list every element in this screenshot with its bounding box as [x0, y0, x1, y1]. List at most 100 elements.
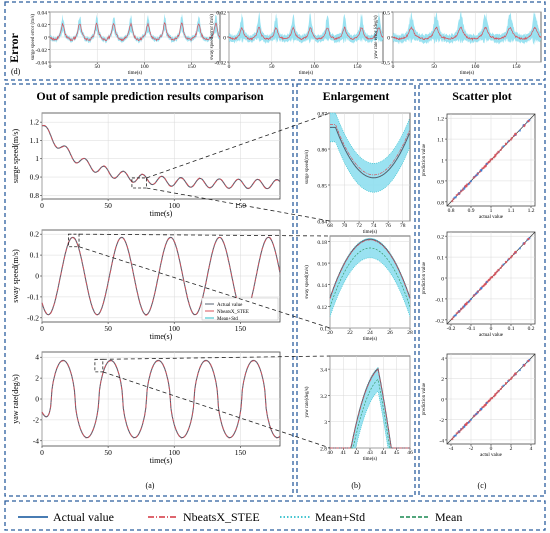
y-tick-label: 0.12 — [317, 305, 327, 311]
scatter-point — [468, 420, 471, 423]
y-tick-label: -0.2 — [27, 313, 39, 322]
x-tick-label: 4 — [530, 446, 533, 452]
scatter-point — [475, 292, 478, 295]
x-tick-label: 42 — [354, 450, 360, 456]
scatter-point — [463, 305, 466, 308]
scatter-point — [510, 255, 513, 258]
x-axis-label: actul value — [480, 453, 503, 458]
prediction-line — [330, 124, 410, 176]
scatter-point — [480, 407, 483, 410]
x-tick-label: 74 — [371, 223, 377, 229]
inner-legend-label: Mean+Std — [217, 317, 238, 322]
y-tick-label: 0 — [223, 36, 226, 42]
y-tick-label: -4 — [439, 438, 444, 444]
error-series-line — [49, 21, 221, 42]
y-tick-label: 3 — [324, 420, 327, 426]
enlargement-title: Enlargement — [323, 89, 390, 103]
x-tick-label: 1.2 — [528, 208, 535, 214]
x-tick-label: 100 — [310, 64, 319, 70]
y-tick-label: 0.02 — [216, 11, 226, 17]
scatter-point — [480, 286, 483, 290]
scatter-point — [485, 401, 488, 405]
x-axis-label: time(s) — [363, 230, 377, 235]
x-tick-label: 100 — [140, 64, 149, 70]
scatter-point — [494, 394, 497, 397]
scatter-point — [478, 170, 482, 173]
scatter-point — [485, 162, 488, 166]
x-tick-label: 22 — [347, 330, 353, 336]
scatter-yaw-plot: -4 -2 0 2 4 -4 -2 0 2 4 actul value prediction valu… — [422, 353, 536, 458]
x-tick-label: 150 — [188, 64, 197, 70]
scatter-point — [469, 418, 473, 421]
scatter-point — [472, 176, 475, 179]
scatter-point — [497, 150, 500, 153]
x-tick-label: 0.9 — [468, 208, 475, 214]
y-tick-label: -0.04 — [36, 61, 48, 67]
x-tick-label: 0 — [490, 446, 493, 452]
scatter-point — [455, 312, 458, 315]
scatter-point — [508, 139, 511, 142]
scatter-point — [527, 119, 530, 123]
scatter-point — [476, 290, 479, 294]
std-band — [330, 367, 410, 448]
x-tick-label: 50 — [104, 448, 112, 457]
panel-tag-b: (b) — [351, 481, 361, 490]
scatter-point — [478, 409, 482, 412]
x-axis-label: time(s) — [150, 332, 173, 341]
y-tick-label: 0.1 — [30, 251, 40, 260]
x-tick-label: 0 — [490, 326, 493, 332]
x-axis-label: time(s) — [150, 456, 173, 465]
x-axis-label: time(s) — [299, 71, 313, 76]
y-tick-label: 0 — [44, 36, 47, 42]
scatter-sway-plot: -0.2 -0.1 0 0.1 0.2 -0.2 -0.1 0 0.1 0.2 actual val… — [422, 231, 536, 338]
y-tick-label: -0.2 — [435, 318, 444, 324]
legend-label: Mean — [435, 510, 462, 524]
y-axis-label: prediction value — [422, 143, 427, 176]
x-tick-label: 50 — [104, 324, 112, 333]
x-tick-label: 2 — [510, 446, 513, 452]
y-axis-label: yaw rate error (deg/s) — [374, 15, 379, 59]
scatter-title: Scatter plot — [452, 89, 511, 103]
legend-label: Mean+Std — [315, 510, 365, 524]
scatter-point — [469, 180, 473, 183]
zoom-rectangle — [68, 233, 80, 248]
scatter-point — [497, 389, 500, 393]
x-axis-label: time(s) — [363, 337, 377, 342]
y-tick-label: -0.02 — [36, 48, 48, 54]
scatter-point — [465, 423, 468, 426]
y-tick-label: 0 — [387, 36, 390, 42]
x-tick-label: 28 — [407, 330, 413, 336]
zoom-connector-line — [146, 112, 331, 179]
scatter-point — [460, 428, 463, 431]
x-tick-label: 150 — [353, 64, 362, 70]
scatter-point — [497, 268, 500, 271]
y-tick-label: 0.84 — [317, 220, 327, 226]
scatter-point — [502, 263, 505, 266]
scatter-point — [465, 183, 469, 186]
scatter-point — [499, 148, 502, 151]
scatter-point — [523, 364, 526, 367]
y-tick-label: -0.1 — [435, 297, 444, 303]
scatter-point — [485, 281, 488, 284]
comparison-section-box — [4, 83, 294, 497]
y-tick-label: 1.1 — [30, 136, 40, 145]
zoom-connector-line — [102, 355, 331, 360]
yaw-main-plot: 0 50 100 150 -4 -2 0 2 4 time(s) yaw rate(deg/s) — [11, 351, 281, 465]
y-tick-label: 0.8 — [30, 191, 40, 200]
scatter-point — [514, 132, 517, 135]
y-tick-label: 2 — [441, 377, 444, 383]
y-tick-label: 0 — [35, 272, 39, 281]
prediction-line — [329, 239, 411, 299]
x-tick-label: 70 — [342, 223, 348, 229]
zoom-connector-line — [102, 371, 331, 449]
x-tick-label: 43 — [367, 450, 373, 456]
x-tick-label: 41 — [341, 450, 347, 456]
zoom-connector-line — [78, 246, 331, 329]
y-tick-label: 1 — [441, 159, 444, 165]
scatter-point — [504, 260, 508, 263]
x-tick-label: -4 — [449, 446, 454, 452]
scatter-point — [454, 314, 457, 317]
scatter-point — [480, 168, 483, 172]
